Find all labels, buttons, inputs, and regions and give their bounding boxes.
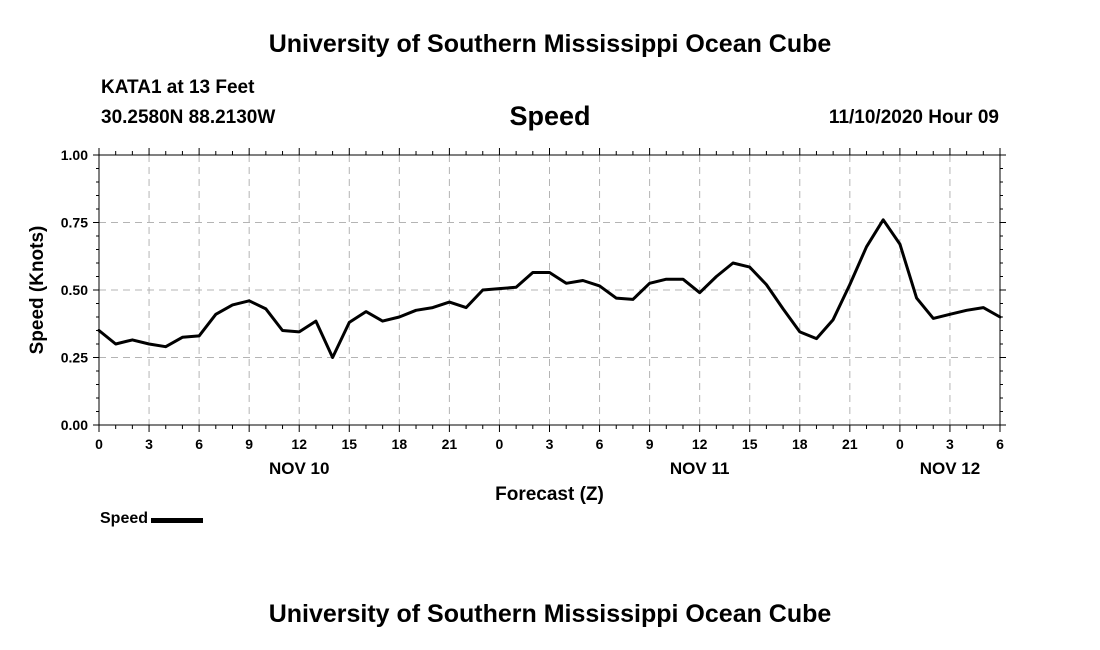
- series-line-speed: [97, 218, 1002, 359]
- x-tick-label-4: 12: [291, 436, 307, 452]
- x-tick-label-17: 3: [946, 436, 954, 452]
- grid-lines: [99, 155, 1000, 425]
- station-name: KATA1 at 13 Feet: [101, 77, 255, 98]
- series-layer: [97, 218, 1002, 359]
- legend-label-speed: Speed: [100, 510, 149, 527]
- y-tick-label-2: 0.50: [61, 282, 88, 298]
- x-axis-label: Forecast (Z): [495, 484, 604, 505]
- y-tick-label-0: 0.00: [61, 417, 88, 433]
- x-tick-label-8: 0: [496, 436, 504, 452]
- legend: Speed: [100, 510, 204, 528]
- x-tick-label-1: 3: [145, 436, 153, 452]
- x-tick-label-18: 6: [996, 436, 1004, 452]
- x-tick-label-15: 21: [842, 436, 858, 452]
- x-tick-label-11: 9: [646, 436, 654, 452]
- x-tick-label-10: 6: [596, 436, 604, 452]
- y-axis-label: Speed (Knots): [27, 226, 48, 355]
- y-tick-label-4: 1.00: [61, 147, 88, 163]
- bottom-title: University of Southern Mississippi Ocean…: [268, 600, 832, 628]
- day-label-0: NOV 10: [269, 459, 329, 478]
- y-tick-label-3: 0.75: [61, 215, 88, 231]
- x-tick-label-0: 0: [95, 436, 103, 452]
- x-tick-label-13: 15: [742, 436, 758, 452]
- x-tick-label-3: 9: [245, 436, 253, 452]
- x-tick-label-7: 21: [442, 436, 458, 452]
- x-tick-label-2: 6: [195, 436, 203, 452]
- forecast-datetime: 11/10/2020 Hour 09: [828, 107, 999, 128]
- x-tick-label-14: 18: [792, 436, 808, 452]
- day-label-2: NOV 12: [920, 459, 980, 478]
- station-coordinates: 30.2580N 88.2130W: [101, 107, 276, 128]
- top-title: University of Southern Mississippi Ocean…: [268, 30, 832, 58]
- x-tick-label-5: 15: [341, 436, 357, 452]
- x-tick-label-9: 3: [546, 436, 554, 452]
- y-tick-label-1: 0.25: [61, 350, 88, 366]
- axis-labels: 0 3 6 9 12 15 18 21 0 3 6 9 12 15 18 21 0 3 6 0.00 0.25 0.50 0…: [27, 147, 1004, 505]
- x-tick-label-16: 0: [896, 436, 904, 452]
- x-tick-label-12: 12: [692, 436, 708, 452]
- x-tick-label-6: 18: [392, 436, 408, 452]
- chart-title: Speed: [509, 101, 591, 131]
- day-label-1: NOV 11: [670, 459, 730, 478]
- legend-swatch-speed: [151, 518, 204, 523]
